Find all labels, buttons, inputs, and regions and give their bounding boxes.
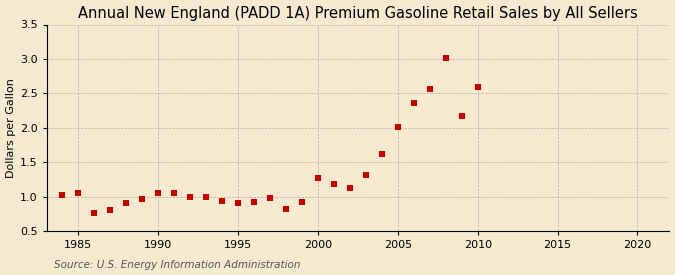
Point	[472, 85, 483, 89]
Y-axis label: Dollars per Gallon: Dollars per Gallon	[5, 78, 16, 178]
Point	[408, 101, 419, 105]
Title: Annual New England (PADD 1A) Premium Gasoline Retail Sales by All Sellers: Annual New England (PADD 1A) Premium Gas…	[78, 6, 638, 21]
Point	[201, 195, 212, 200]
Point	[73, 190, 84, 195]
Point	[297, 200, 308, 204]
Point	[360, 173, 371, 178]
Point	[313, 176, 323, 180]
Point	[217, 199, 227, 203]
Point	[233, 201, 244, 205]
Point	[281, 207, 292, 211]
Point	[329, 182, 340, 186]
Point	[89, 210, 100, 215]
Point	[153, 190, 164, 195]
Point	[249, 199, 260, 204]
Point	[344, 186, 355, 190]
Point	[440, 55, 451, 60]
Point	[377, 152, 387, 156]
Point	[137, 197, 148, 201]
Point	[185, 194, 196, 199]
Point	[265, 196, 275, 200]
Point	[121, 201, 132, 205]
Point	[169, 191, 180, 196]
Point	[105, 208, 116, 212]
Point	[456, 114, 467, 118]
Text: Source: U.S. Energy Information Administration: Source: U.S. Energy Information Administ…	[54, 260, 300, 270]
Point	[425, 86, 435, 91]
Point	[392, 125, 403, 129]
Point	[57, 193, 68, 197]
